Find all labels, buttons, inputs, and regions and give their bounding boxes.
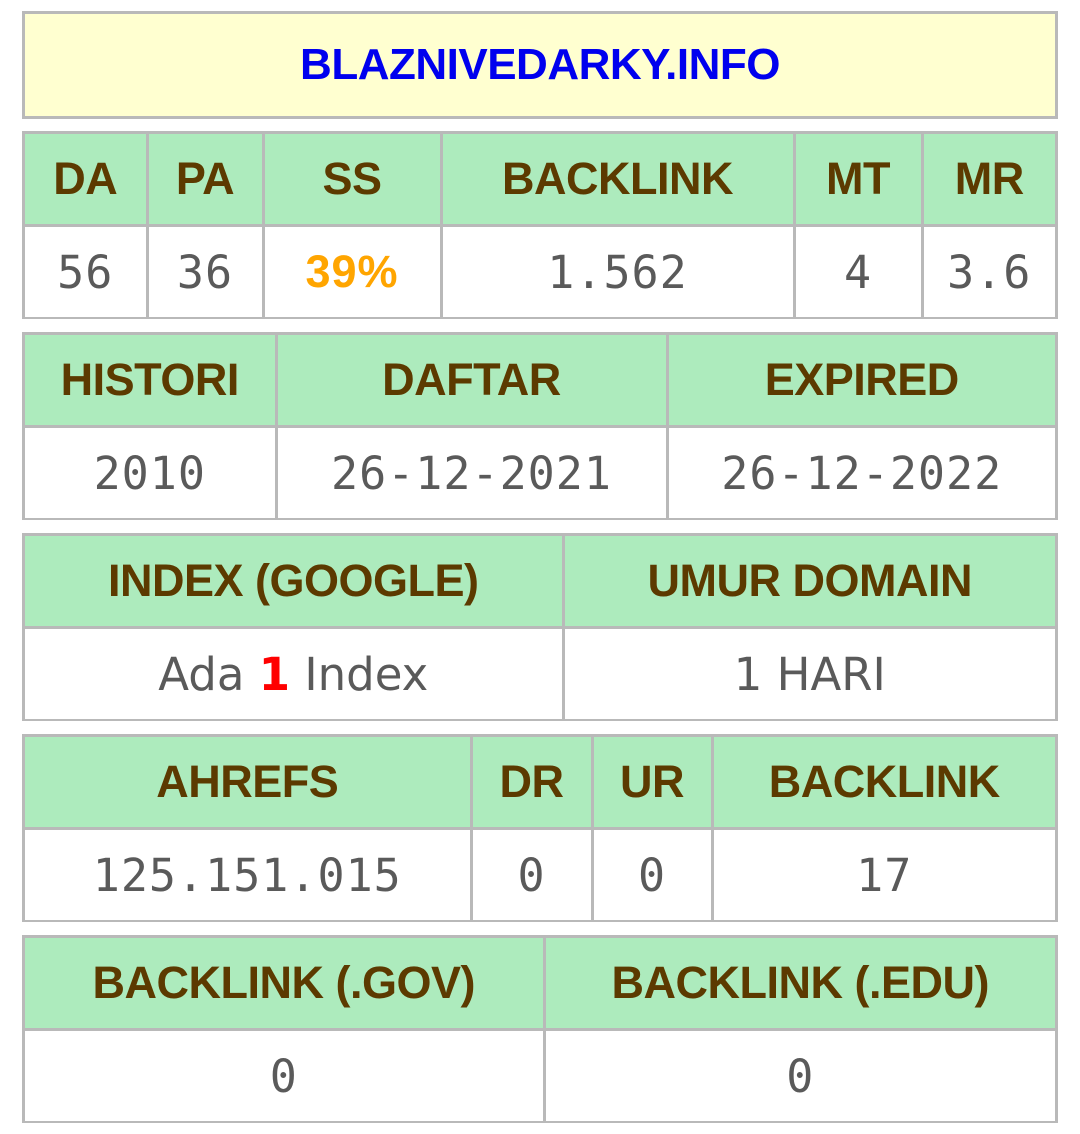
table-row: 125.151.015 0 0 17 <box>25 827 1055 920</box>
header-index-google: INDEX (GOOGLE) <box>25 536 565 629</box>
domain-title-panel: BLAZNIVEDARKY.INFO <box>22 11 1058 119</box>
value-daftar: 26-12-2021 <box>274 425 669 518</box>
value-umur-domain: 1 HARI <box>561 626 1055 719</box>
header-histori: HISTORI <box>25 335 278 428</box>
index-prefix: Ada <box>158 647 245 701</box>
moz-metrics-table: DA PA SS BACKLINK MT MR 56 36 39% 1.562 … <box>22 131 1058 319</box>
value-backlink-edu: 0 <box>542 1028 1055 1121</box>
header-ahrefs: AHREFS <box>25 737 473 830</box>
header-da: DA <box>25 134 149 227</box>
value-expired: 26-12-2022 <box>665 425 1055 518</box>
table-header-row: AHREFS DR UR BACKLINK <box>25 737 1055 830</box>
value-ur: 0 <box>590 827 714 920</box>
value-da: 56 <box>25 224 149 317</box>
header-ss: SS <box>261 134 443 227</box>
domain-dates-table: HISTORI DAFTAR EXPIRED 2010 26-12-2021 2… <box>22 332 1058 520</box>
value-ahrefs: 125.151.015 <box>25 827 473 920</box>
index-suffix: Index <box>304 647 429 701</box>
header-pa: PA <box>145 134 265 227</box>
value-ahrefs-backlink: 17 <box>710 827 1055 920</box>
gov-edu-backlink-table: BACKLINK (.GOV) BACKLINK (.EDU) 0 0 <box>22 935 1058 1123</box>
header-backlink-gov: BACKLINK (.GOV) <box>25 938 546 1031</box>
value-backlink-gov: 0 <box>25 1028 546 1121</box>
domain-title: BLAZNIVEDARKY.INFO <box>300 40 780 89</box>
value-pa: 36 <box>145 224 265 317</box>
value-ss: 39% <box>261 224 443 317</box>
header-mt: MT <box>792 134 924 227</box>
table-row: 0 0 <box>25 1028 1055 1121</box>
value-mt: 4 <box>792 224 924 317</box>
table-header-row: INDEX (GOOGLE) UMUR DOMAIN <box>25 536 1055 629</box>
table-row: Ada 1 Index 1 HARI <box>25 626 1055 719</box>
header-umur-domain: UMUR DOMAIN <box>561 536 1055 629</box>
header-ur: UR <box>590 737 714 830</box>
table-row: 56 36 39% 1.562 4 3.6 <box>25 224 1055 317</box>
table-header-row: HISTORI DAFTAR EXPIRED <box>25 335 1055 428</box>
value-index-google: Ada 1 Index <box>25 626 565 719</box>
header-backlink-edu: BACKLINK (.EDU) <box>542 938 1055 1031</box>
table-header-row: DA PA SS BACKLINK MT MR <box>25 134 1055 227</box>
value-histori: 2010 <box>25 425 278 518</box>
ahrefs-table: AHREFS DR UR BACKLINK 125.151.015 0 0 17 <box>22 734 1058 922</box>
value-dr: 0 <box>469 827 594 920</box>
value-backlink: 1.562 <box>439 224 796 317</box>
header-expired: EXPIRED <box>665 335 1055 428</box>
header-dr: DR <box>469 737 594 830</box>
index-count: 1 <box>258 647 291 701</box>
header-backlink: BACKLINK <box>439 134 796 227</box>
table-header-row: BACKLINK (.GOV) BACKLINK (.EDU) <box>25 938 1055 1031</box>
table-row: 2010 26-12-2021 26-12-2022 <box>25 425 1055 518</box>
index-age-table: INDEX (GOOGLE) UMUR DOMAIN Ada 1 Index 1… <box>22 533 1058 721</box>
header-ahrefs-backlink: BACKLINK <box>710 737 1055 830</box>
header-daftar: DAFTAR <box>274 335 669 428</box>
value-mr: 3.6 <box>920 224 1055 317</box>
header-mr: MR <box>920 134 1055 227</box>
